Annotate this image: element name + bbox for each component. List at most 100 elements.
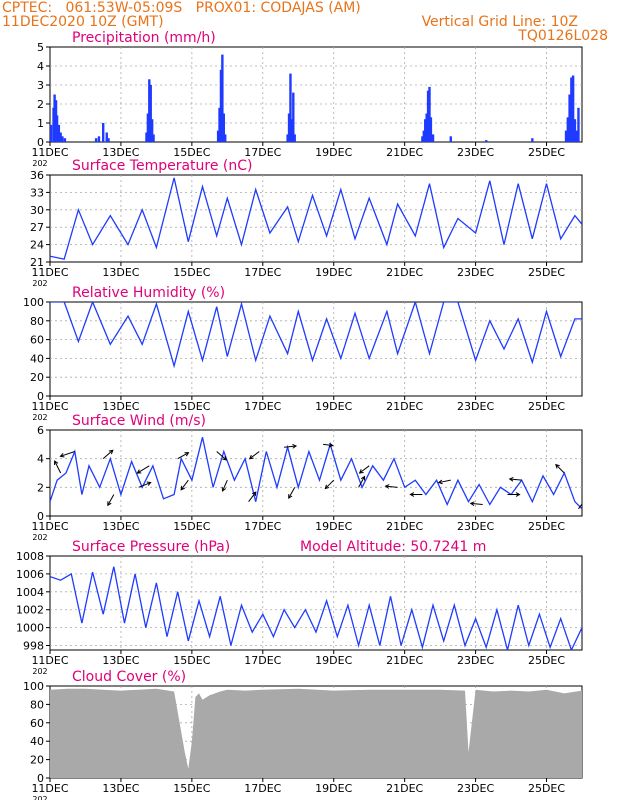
precip-bar bbox=[216, 130, 220, 142]
precip-bar bbox=[59, 132, 62, 142]
y-tick-label: 60 bbox=[30, 717, 44, 730]
wind-vector bbox=[509, 478, 522, 481]
plot-frame bbox=[49, 555, 583, 651]
wind-vector-head bbox=[107, 501, 112, 507]
wind-vector-head bbox=[508, 476, 514, 482]
y-tick-label: 20 bbox=[30, 371, 44, 384]
x-tick-label: 15DEC bbox=[173, 654, 210, 667]
y-tick-label: 33 bbox=[30, 186, 44, 199]
precip-bar bbox=[428, 86, 431, 142]
x-tick-label: 19DEC bbox=[315, 782, 352, 795]
precip-bar bbox=[146, 113, 150, 142]
x-tick-label: 21DEC bbox=[386, 654, 423, 667]
wind-vector bbox=[107, 494, 115, 506]
year-label: 202 bbox=[32, 279, 47, 288]
precip-bar bbox=[105, 132, 108, 142]
series-line bbox=[50, 566, 582, 650]
wind-vector bbox=[438, 479, 451, 484]
series-4 bbox=[50, 566, 582, 650]
x-tick-label: 17DEC bbox=[244, 520, 281, 533]
wind-vector bbox=[284, 445, 297, 448]
wind-vector bbox=[555, 464, 565, 474]
x-tick-label: 25DEC bbox=[528, 520, 565, 533]
model-altitude-label: Model Altitude: 50.7241 m bbox=[300, 539, 486, 555]
precip-bar bbox=[97, 136, 101, 142]
y-tick-label: 2 bbox=[37, 98, 44, 111]
panel-0: 0 1 2 3 4 5 11DEC 13DEC 15DEC 17DEC 19DEC 21DEC 23DE… bbox=[31, 30, 583, 168]
precip-bar bbox=[61, 136, 64, 142]
precip-bar bbox=[568, 94, 571, 142]
series-3 bbox=[50, 437, 582, 510]
x-tick-label: 25DEC bbox=[528, 654, 565, 667]
precip-bar bbox=[573, 119, 577, 142]
x-tick-label: 13DEC bbox=[102, 400, 139, 413]
x-tick-label: 23DEC bbox=[457, 400, 494, 413]
y-tick-label: 4 bbox=[37, 453, 44, 466]
x-tick-label: 23DEC bbox=[457, 782, 494, 795]
y-tick-label: 80 bbox=[30, 698, 44, 711]
panel-title: Surface Pressure (hPa) bbox=[72, 539, 230, 555]
precip-bar bbox=[222, 113, 225, 142]
x-tick-label: 23DEC bbox=[457, 146, 494, 159]
wind-vector bbox=[323, 443, 333, 447]
panel-title: Cloud Cover (%) bbox=[72, 669, 186, 685]
wind-vector bbox=[248, 491, 257, 502]
series-line bbox=[50, 437, 582, 510]
year-label: 202 bbox=[32, 795, 47, 800]
panel-title: Surface Wind (m/s) bbox=[72, 413, 206, 429]
wind-vector-head bbox=[53, 460, 59, 466]
x-tick-label: 17DEC bbox=[244, 146, 281, 159]
x-tick-label: 21DEC bbox=[386, 400, 423, 413]
precip-bar bbox=[145, 132, 148, 142]
series-2 bbox=[50, 302, 582, 369]
grid-line-note: Vertical Grid Line: 10Z bbox=[421, 14, 578, 30]
series-line bbox=[50, 177, 582, 260]
y-tick-label: 80 bbox=[30, 315, 44, 328]
precip-bar bbox=[449, 136, 452, 142]
precip-bar bbox=[421, 136, 424, 142]
wind-vector-head bbox=[180, 485, 185, 491]
x-tick-label: 21DEC bbox=[386, 520, 423, 533]
wind-vector-head bbox=[409, 492, 415, 497]
precip-bar bbox=[219, 69, 223, 142]
wind-vector-head bbox=[251, 491, 257, 497]
wind-vector-head bbox=[469, 501, 475, 507]
precip-bar bbox=[218, 107, 221, 142]
precip-bar bbox=[577, 107, 580, 142]
wind-vector bbox=[54, 460, 62, 474]
precip-bar bbox=[289, 73, 292, 142]
panel-4: 998 1000 1002 1004 1006 1008 11DEC 13DEC 15DEC 17… bbox=[16, 539, 583, 676]
precip-bar bbox=[107, 138, 110, 142]
x-tick-label: 13DEC bbox=[102, 782, 139, 795]
x-tick-label: 19DEC bbox=[315, 654, 352, 667]
run-datetime: 11DEC2020 10Z (GMT) bbox=[2, 14, 164, 30]
panel-title: Surface Temperature (nC) bbox=[72, 158, 253, 174]
precip-bar bbox=[293, 134, 296, 142]
precip-bar bbox=[570, 77, 573, 142]
x-tick-label: 13DEC bbox=[102, 654, 139, 667]
y-tick-label: 0 bbox=[37, 772, 44, 785]
precip-bar bbox=[57, 124, 61, 142]
y-tick-label: 6 bbox=[37, 424, 44, 437]
x-tick-label: 17DEC bbox=[244, 400, 281, 413]
run-code: TQ0126L028 bbox=[518, 28, 608, 44]
y-tick-label: 24 bbox=[30, 239, 44, 252]
y-tick-label: 40 bbox=[30, 735, 44, 748]
precip-bar bbox=[292, 92, 295, 142]
wind-vector bbox=[470, 502, 483, 506]
wind-vector bbox=[137, 465, 150, 474]
wind-vector-head bbox=[515, 492, 521, 497]
y-tick-label: 100 bbox=[23, 296, 44, 309]
precip-bar bbox=[531, 138, 534, 142]
y-tick-label: 998 bbox=[23, 640, 44, 653]
precip-bar bbox=[485, 140, 488, 142]
precip-bar bbox=[55, 115, 59, 142]
x-tick-label: 11DEC bbox=[31, 400, 68, 413]
y-tick-label: 1000 bbox=[16, 622, 44, 635]
wind-vector-head bbox=[108, 449, 114, 455]
wind-vector-head bbox=[360, 475, 366, 481]
wind-vector-head bbox=[288, 494, 293, 500]
wind-vector bbox=[249, 451, 260, 460]
x-tick-label: 11DEC bbox=[31, 782, 68, 795]
precip-bar bbox=[148, 79, 151, 142]
